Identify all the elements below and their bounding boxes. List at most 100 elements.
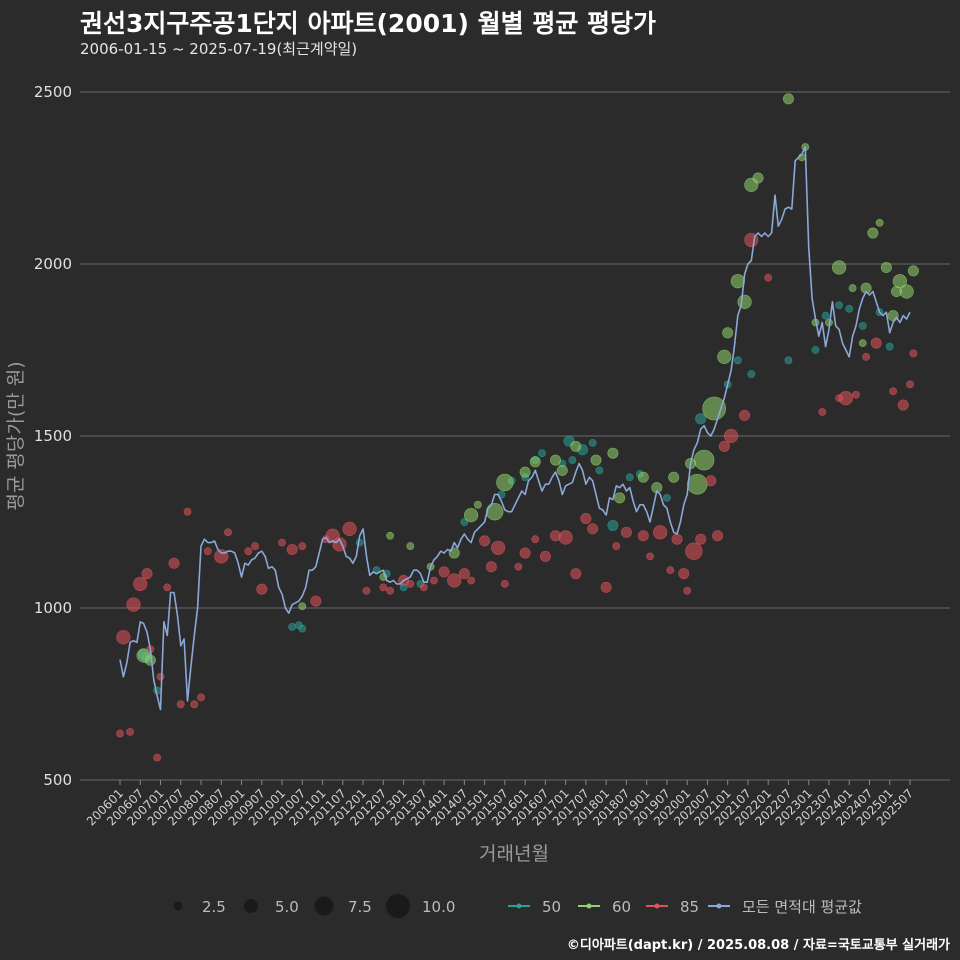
- grid-lines: [80, 91, 950, 781]
- data-point-60: [892, 274, 907, 289]
- data-point-85: [764, 273, 773, 282]
- data-point-50: [747, 370, 756, 378]
- data-point-60: [473, 500, 482, 509]
- data-point-85: [906, 380, 914, 389]
- data-point-85: [514, 562, 523, 571]
- data-point-85: [406, 580, 415, 588]
- data-point-85: [485, 561, 497, 573]
- data-point-85: [909, 349, 918, 358]
- data-point-85: [298, 542, 307, 550]
- data-point-85: [587, 523, 599, 535]
- color-legend-dot: [516, 903, 522, 909]
- y-axis-ticks: 500 1000 1500 2000 2500: [34, 83, 72, 789]
- data-point-85: [739, 409, 751, 421]
- data-point-85: [379, 583, 388, 592]
- data-point-60: [570, 440, 582, 452]
- data-point-85: [600, 581, 612, 593]
- data-point-85: [244, 547, 253, 556]
- data-point-50: [784, 356, 793, 365]
- data-point-60: [899, 284, 914, 299]
- size-legend-dot: [386, 894, 410, 918]
- data-point-85: [897, 399, 909, 411]
- source-caption: ©디아파트(dapt.kr) / 2025.08.08 / 자료=국토교통부 실…: [566, 938, 950, 953]
- x-axis-ticks: 2006012006072007012007072008012008072009…: [84, 780, 916, 829]
- color-legend-dot: [654, 903, 660, 909]
- data-point-50: [288, 623, 297, 631]
- data-point-85: [889, 387, 898, 396]
- data-point-85: [705, 475, 717, 487]
- data-point-50: [835, 301, 844, 310]
- data-point-85: [126, 727, 135, 736]
- data-point-85: [203, 547, 212, 556]
- data-point-85: [666, 566, 675, 575]
- data-point-85: [224, 528, 232, 537]
- data-point-60: [519, 466, 531, 478]
- data-point-60: [529, 456, 541, 468]
- data-point-60: [614, 492, 626, 504]
- data-point-85: [438, 566, 450, 578]
- data-point-60: [693, 449, 715, 471]
- data-point-85: [286, 544, 298, 556]
- data-point-60: [144, 654, 156, 666]
- data-point-50: [588, 438, 597, 447]
- data-point-50: [858, 322, 867, 330]
- color-legend-label: 85: [680, 898, 699, 916]
- data-point-85: [718, 440, 730, 452]
- y-tick-label: 2500: [34, 83, 72, 101]
- chart-title: 권선3지구주공1단지 아파트(2001) 월별 평균 평당가: [80, 9, 657, 38]
- data-point-85: [852, 390, 860, 399]
- data-point-85: [683, 586, 692, 595]
- data-point-50: [885, 342, 894, 351]
- data-point-85: [637, 530, 649, 542]
- data-point-85: [558, 530, 573, 545]
- data-point-85: [500, 580, 509, 588]
- y-tick-label: 1000: [34, 599, 72, 617]
- data-point-85: [190, 700, 199, 709]
- y-axis-label: 평균 평당가(만 원): [5, 361, 27, 510]
- data-point-60: [464, 508, 479, 523]
- data-point-50: [695, 413, 707, 425]
- data-point-60: [668, 471, 680, 483]
- legend: 2.5 5.0 7.5 10.0 50 60 85 모든 면적대 평균값: [173, 894, 862, 918]
- data-point-85: [278, 538, 286, 547]
- data-point-60: [722, 327, 734, 339]
- color-legend-label: 50: [542, 898, 561, 916]
- data-point-60: [907, 265, 919, 277]
- data-point-60: [867, 227, 879, 239]
- data-point-85: [362, 586, 371, 595]
- data-point-60: [687, 473, 708, 495]
- data-point-60: [880, 261, 892, 273]
- data-point-85: [153, 753, 162, 762]
- data-point-85: [519, 547, 531, 559]
- data-point-85: [539, 550, 551, 562]
- data-point-50: [625, 473, 634, 482]
- data-point-85: [580, 513, 592, 525]
- data-point-85: [723, 428, 739, 444]
- data-point-60: [550, 454, 562, 466]
- size-legend-dot: [173, 901, 183, 911]
- data-point-85: [133, 576, 148, 592]
- data-point-50: [538, 449, 546, 458]
- data-point-50: [811, 346, 820, 354]
- data-point-50: [595, 466, 604, 475]
- color-legend-dot: [586, 903, 592, 909]
- data-point-60: [832, 260, 847, 275]
- data-point-85: [197, 693, 205, 702]
- data-point-85: [479, 535, 491, 547]
- size-legend-label: 10.0: [422, 898, 455, 916]
- data-point-85: [116, 729, 124, 738]
- data-point-60: [448, 547, 460, 559]
- data-point-85: [646, 552, 654, 561]
- data-point-60: [496, 473, 514, 492]
- data-point-85: [685, 542, 703, 560]
- data-point-60: [590, 454, 602, 466]
- y-tick-label: 1500: [34, 427, 72, 445]
- color-legend-dot: [716, 903, 722, 909]
- data-point-60: [298, 602, 307, 611]
- average-line: [119, 146, 911, 711]
- data-point-85: [419, 583, 428, 592]
- data-point-50: [607, 519, 619, 531]
- data-point-85: [156, 672, 165, 681]
- size-legend-dot: [244, 899, 258, 913]
- data-point-85: [126, 597, 141, 612]
